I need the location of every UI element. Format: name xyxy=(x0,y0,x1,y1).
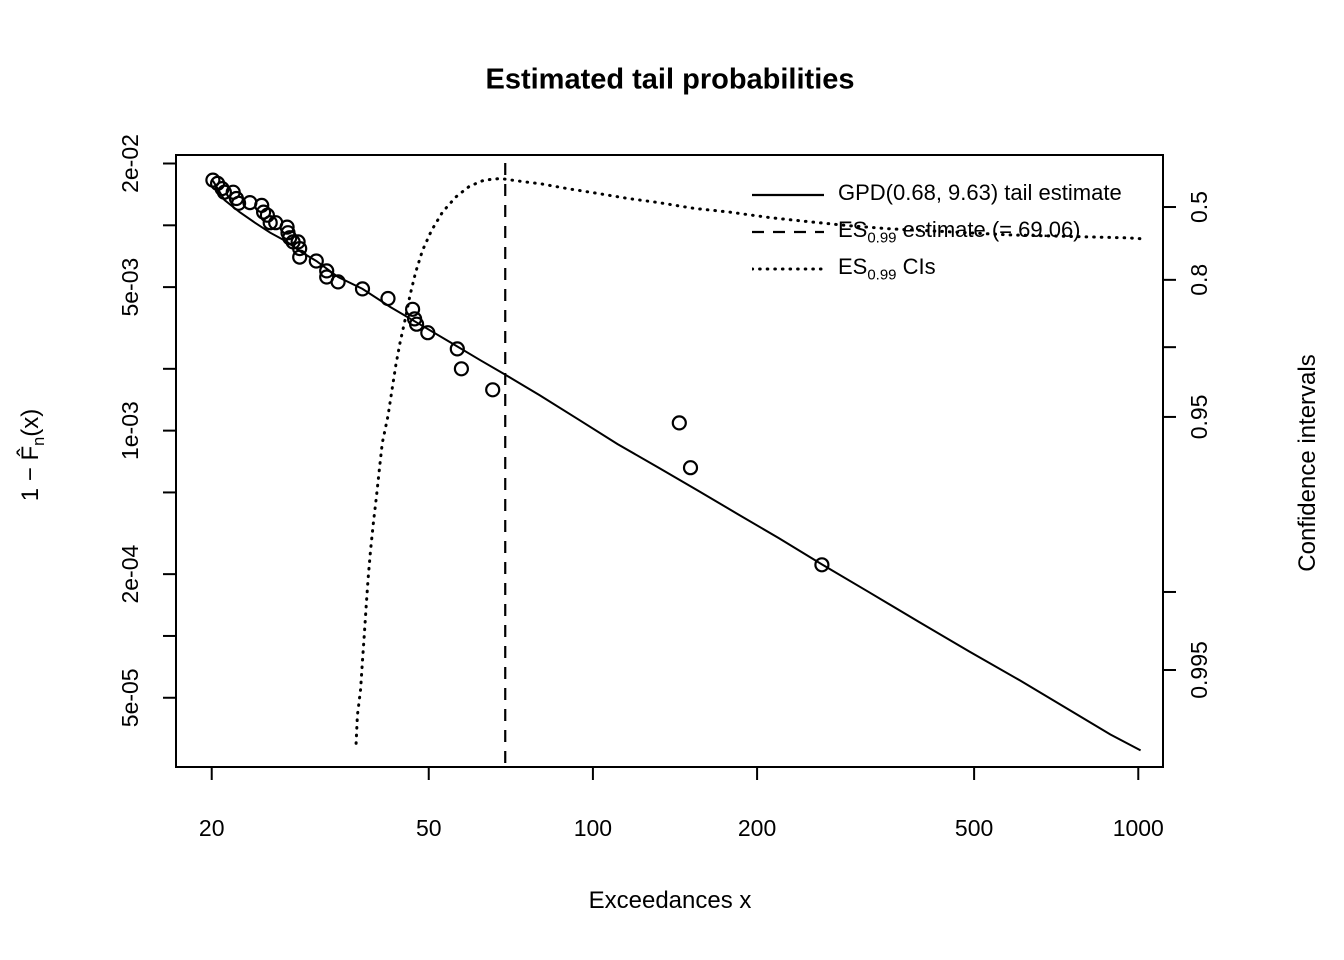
y-axis-title-left-sub: n xyxy=(29,436,48,446)
data-point xyxy=(814,557,830,573)
y-axis-title-left-pre: 1 − F̂ xyxy=(17,445,45,502)
dotted-line-sample-icon xyxy=(752,267,824,270)
legend-label: ES0.99 estimate (= 69.06) xyxy=(838,216,1081,247)
data-point xyxy=(231,195,247,211)
data-point xyxy=(262,215,278,231)
y-tick-label-right: 0.8 xyxy=(1186,264,1212,296)
chart-title: Estimated tail probabilities xyxy=(485,63,855,96)
data-point xyxy=(485,382,501,398)
data-point xyxy=(453,361,469,377)
y-axis-title-right: Confidence intervals xyxy=(1294,354,1321,572)
x-tick-label: 50 xyxy=(416,815,442,841)
legend-entry-es-estimate: ES0.99 estimate (= 69.06) xyxy=(752,213,1122,250)
x-tick-label: 20 xyxy=(199,815,225,841)
y-axis-title-left-post: (x) xyxy=(17,408,45,437)
data-point xyxy=(259,207,275,223)
y-tick-label-left: 2e-04 xyxy=(117,544,143,603)
solid-line-sample-icon xyxy=(752,193,824,196)
data-point xyxy=(292,249,308,265)
data-point xyxy=(354,281,371,297)
data-point xyxy=(279,219,295,235)
data-point xyxy=(319,263,335,279)
legend: GPD(0.68, 9.63) tail estimate ES0.99 est… xyxy=(752,176,1122,287)
y-tick-label-right: 0.95 xyxy=(1186,395,1212,440)
ci-curve xyxy=(354,176,1146,745)
gpd-line xyxy=(212,180,1142,752)
plot-box xyxy=(175,154,1164,768)
data-point xyxy=(330,274,346,290)
data-point xyxy=(405,301,421,317)
y-tick-label-right: 0.5 xyxy=(1186,191,1212,223)
data-point xyxy=(449,341,465,357)
y-tick-label-left: 5e-05 xyxy=(117,668,143,727)
data-point xyxy=(292,241,308,257)
y-tick-label-right: 0.995 xyxy=(1186,641,1212,699)
y-tick-label-left: 1e-03 xyxy=(117,401,143,460)
dashed-line-sample-icon xyxy=(752,230,824,233)
legend-entry-es-cis: ES0.99 CIs xyxy=(752,250,1122,287)
x-tick-label: 200 xyxy=(738,815,776,841)
data-point xyxy=(409,316,425,332)
data-point xyxy=(682,460,699,476)
x-tick-label: 500 xyxy=(955,815,993,841)
y-tick-label-left: 5e-03 xyxy=(117,258,143,317)
data-point xyxy=(290,234,306,250)
x-axis-title: Exceedances x xyxy=(588,887,752,914)
legend-label: ES0.99 CIs xyxy=(838,253,936,284)
y-axis-title-left: 1 − F̂n(x) xyxy=(17,409,49,501)
legend-entry-gpd: GPD(0.68, 9.63) tail estimate xyxy=(752,176,1122,213)
x-tick-label: 1000 xyxy=(1113,815,1164,841)
data-point xyxy=(256,204,272,220)
y-tick-label-left: 2e-02 xyxy=(117,134,143,193)
x-tick-label: 100 xyxy=(574,815,612,841)
legend-label: GPD(0.68, 9.63) tail estimate xyxy=(838,179,1122,205)
data-point xyxy=(671,415,687,431)
data-point xyxy=(308,253,324,269)
